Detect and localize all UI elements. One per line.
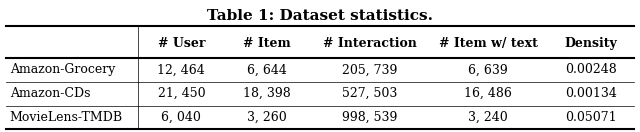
- Text: 527, 503: 527, 503: [342, 87, 397, 100]
- Text: 21, 450: 21, 450: [157, 87, 205, 100]
- Text: Density: Density: [564, 37, 617, 50]
- Text: 3, 260: 3, 260: [247, 111, 287, 124]
- Text: 18, 398: 18, 398: [243, 87, 291, 100]
- Text: 12, 464: 12, 464: [157, 63, 205, 76]
- Text: MovieLens-TMDB: MovieLens-TMDB: [10, 111, 123, 124]
- Text: 6, 639: 6, 639: [468, 63, 508, 76]
- Text: 3, 240: 3, 240: [468, 111, 508, 124]
- Text: 998, 539: 998, 539: [342, 111, 397, 124]
- Text: 205, 739: 205, 739: [342, 63, 397, 76]
- Text: Amazon-Grocery: Amazon-Grocery: [10, 63, 115, 76]
- Text: 6, 644: 6, 644: [247, 63, 287, 76]
- Text: 6, 040: 6, 040: [161, 111, 202, 124]
- Text: Amazon-CDs: Amazon-CDs: [10, 87, 90, 100]
- Text: # User: # User: [157, 37, 205, 50]
- Text: 0.00248: 0.00248: [565, 63, 616, 76]
- Text: # Item w/ text: # Item w/ text: [439, 37, 538, 50]
- Text: Table 1: Dataset statistics.: Table 1: Dataset statistics.: [207, 9, 433, 23]
- Text: 0.00134: 0.00134: [564, 87, 616, 100]
- Text: 16, 486: 16, 486: [465, 87, 512, 100]
- Text: 0.05071: 0.05071: [565, 111, 616, 124]
- Text: # Item: # Item: [243, 37, 291, 50]
- Text: # Interaction: # Interaction: [323, 37, 417, 50]
